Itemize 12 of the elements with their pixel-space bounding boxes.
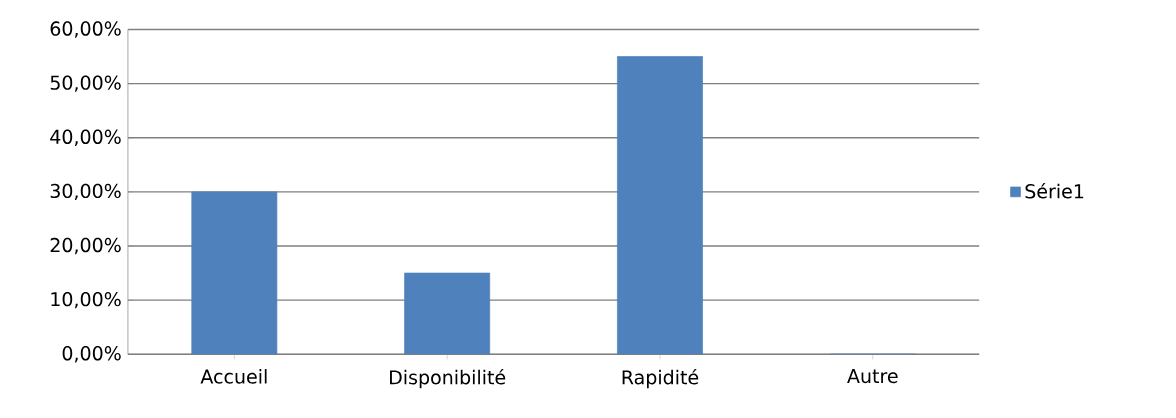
y-tick-label: 60,00% xyxy=(50,21,121,38)
y-tick-label: 30,00% xyxy=(50,183,121,200)
x-tick-label: Disponibilité xyxy=(390,368,506,389)
y-tick-label: 10,00% xyxy=(51,291,121,309)
x-tick-label: Rapidité xyxy=(622,368,699,389)
y-tick-label: 50,00% xyxy=(50,75,121,92)
y-tick-label: 20,00% xyxy=(50,237,121,255)
y-tick-label: 0,00% xyxy=(62,346,121,363)
x-tick-label: Accueil xyxy=(200,368,267,384)
y-tick-label: 40,00% xyxy=(50,129,121,146)
x-tick-label: Autre xyxy=(847,368,898,384)
legend-label: Série1 xyxy=(1025,182,1084,199)
